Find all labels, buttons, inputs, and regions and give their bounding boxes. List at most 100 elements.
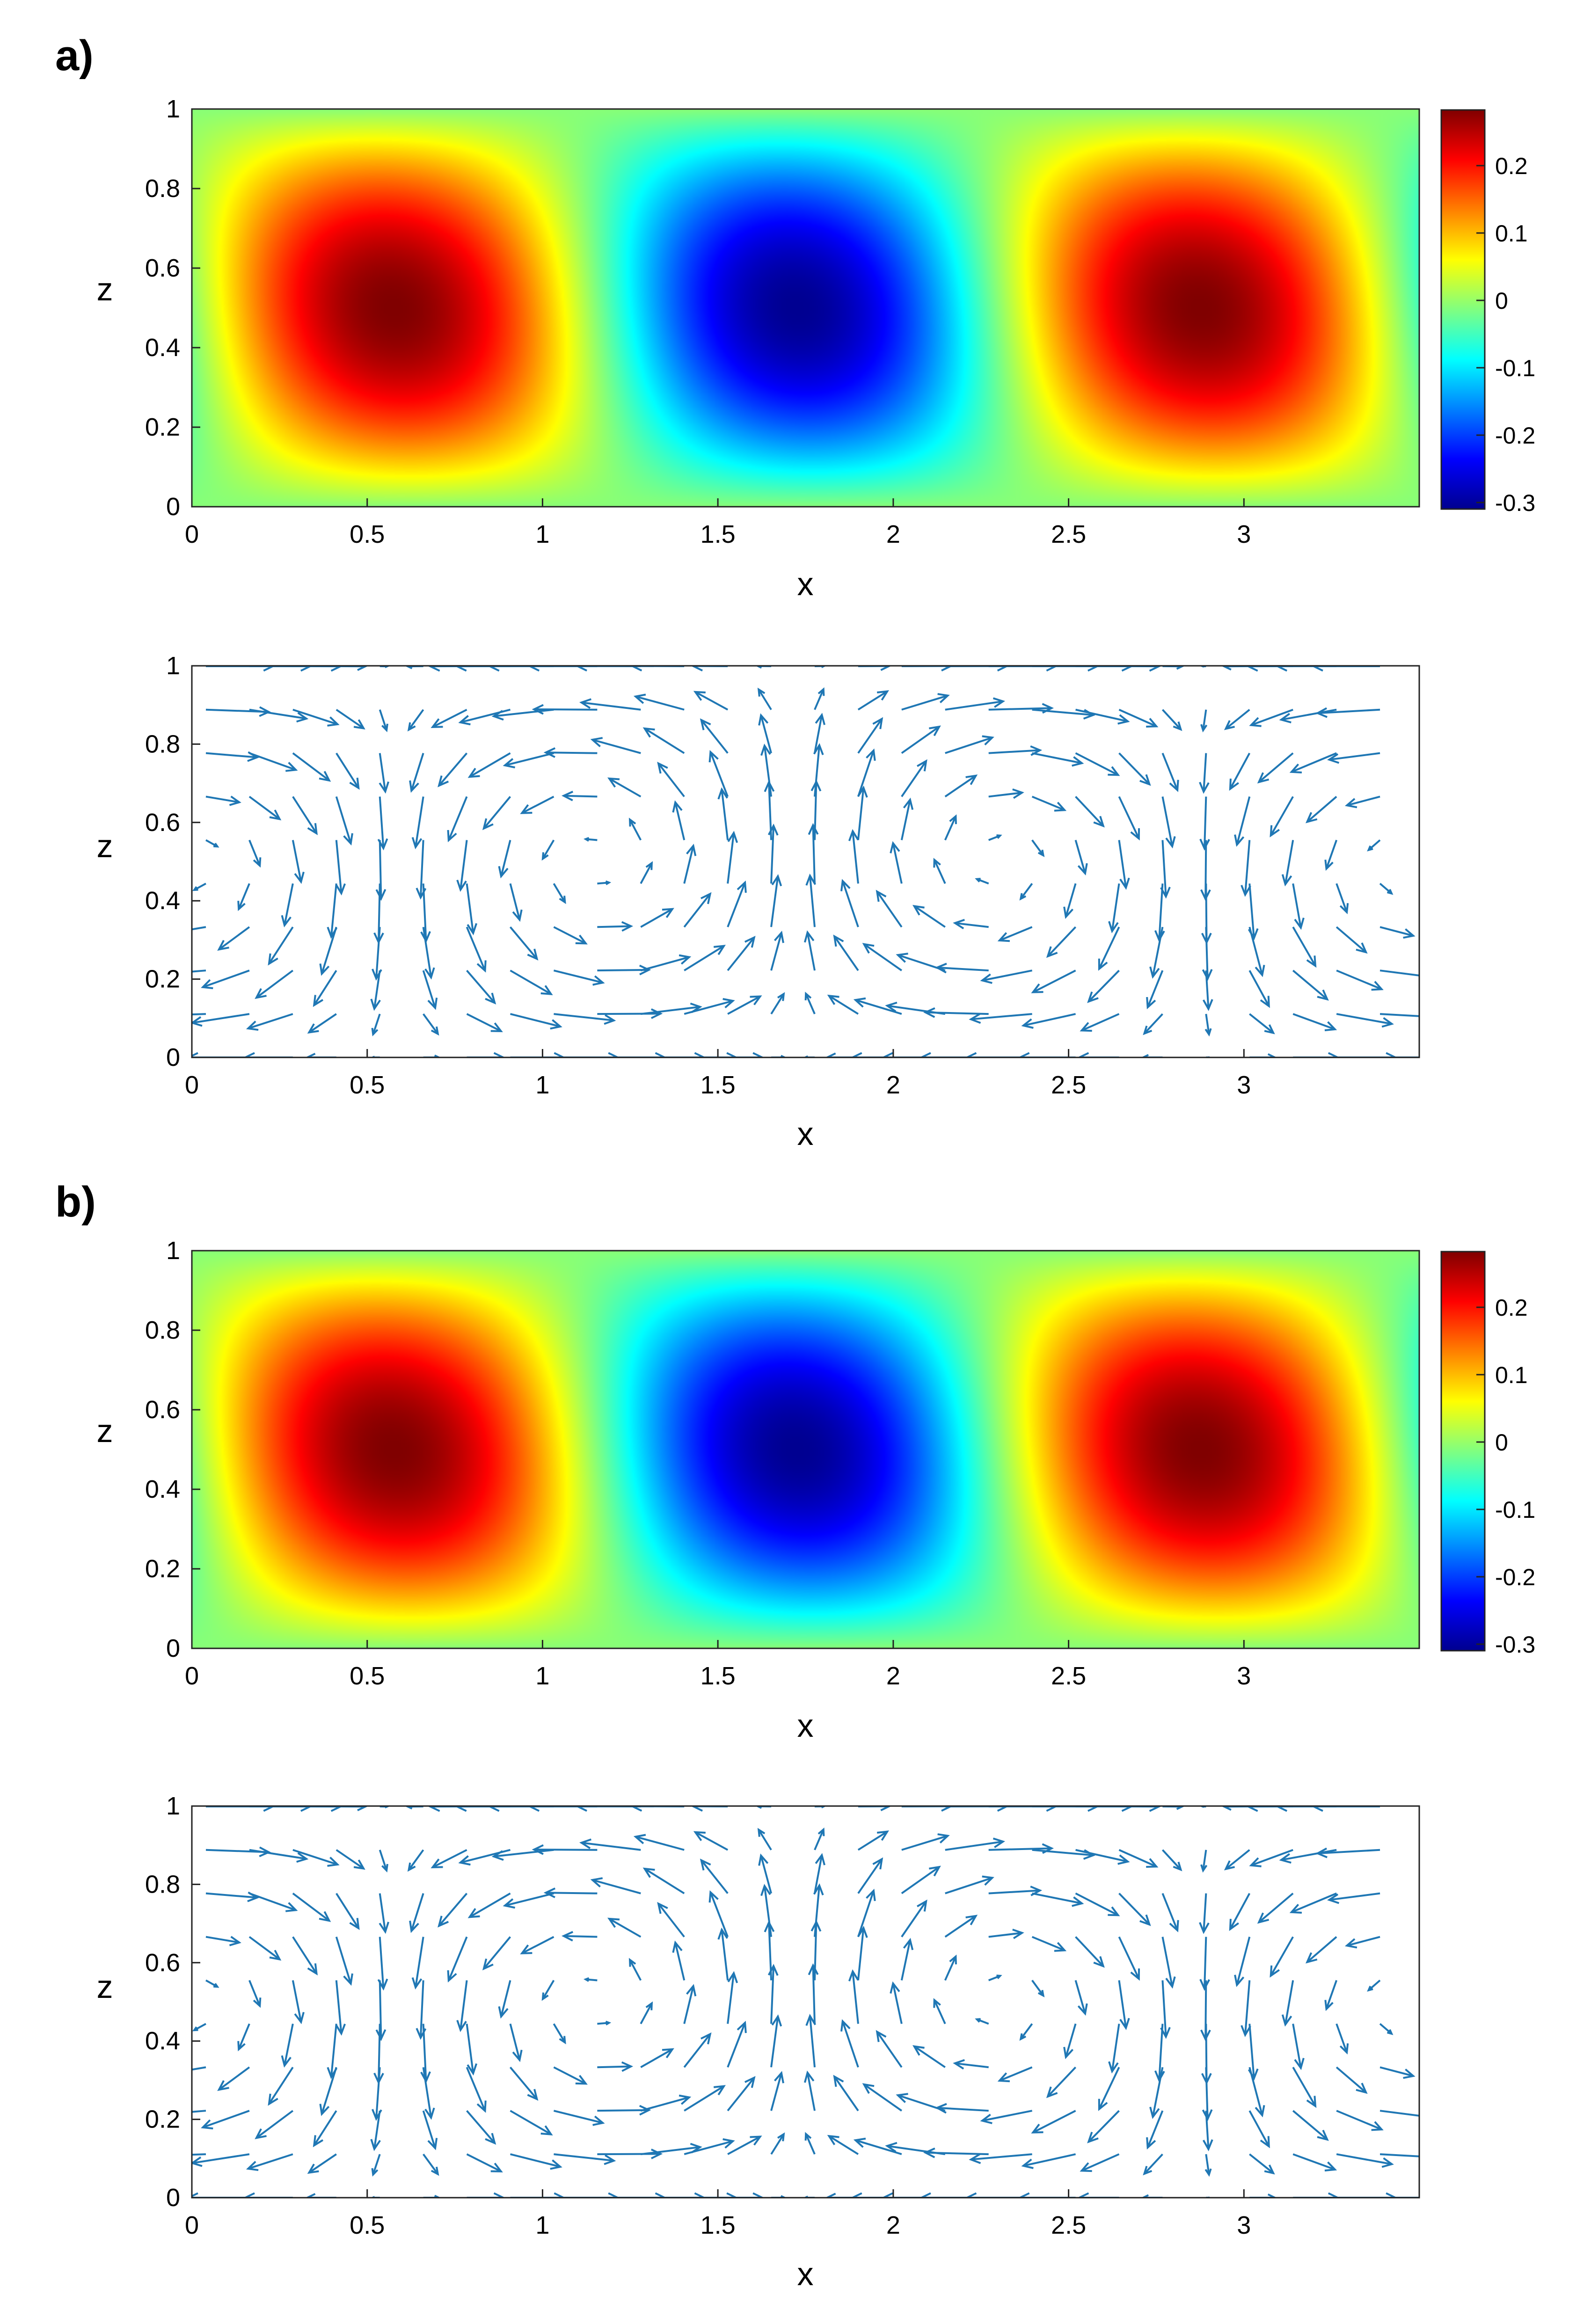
quiver-arrow [862,943,902,971]
quiver-arrow-shaft [493,1849,554,1858]
quiver-arrow-shaft [193,2023,206,2031]
quiver-arrow-head [377,1978,388,1991]
quiver-arrow-shaft [841,2021,859,2068]
quiver-arrow [422,926,435,980]
quiver-arrow-head [1260,996,1270,1008]
quiver-arrow-head [1234,834,1245,847]
quiver-arrow-shaft [192,1013,250,1024]
quiver-arrow-head [373,2072,384,2085]
quiver-arrow [192,882,206,891]
quiver-arrow [980,969,1033,984]
quiver-arrow-head [1289,1904,1302,1914]
quiver-arrow-shaft [553,926,586,945]
quiver-arrow [335,1936,353,1986]
quiver-arrow-head [903,797,914,810]
quiver-arrow-shaft [1204,796,1207,849]
quiver-arrow-head [281,915,292,928]
quiver-arrow-shaft [308,1013,337,1034]
quiver-a: 0 0.5 1 1.5 2 2.5 3 0 0.2 0.4 0.6 0.8 1 … [97,652,1420,1152]
quiver-arrow-shaft [483,796,511,829]
quiver-arrow-shaft [1379,2110,1419,2117]
quiver-arrow-shaft [657,1903,685,1938]
quiver-arrow-head [935,2103,947,2114]
quiver-arrow [319,2067,337,2116]
quiver-arrow-shaft [852,831,859,884]
quiver-arrow [684,2138,735,2156]
quiver-arrow [944,1915,978,1938]
quiver-arrow [1075,708,1130,725]
quiver-arrow [416,840,427,900]
quiver-arrow-head [431,1858,443,1868]
quiver-arrow [1141,2194,1163,2198]
quiver-arrow [1118,1893,1151,1926]
quiver-arrow [584,837,598,842]
quiver-arrow [693,1831,729,1851]
quiver-arrow [1143,2153,1163,2176]
quiver-arrow-shaft [1118,796,1140,839]
quiver-arrow-head [866,748,876,761]
quiver-arrow-head [980,2113,993,2124]
quiver-arrow-shaft [1368,1979,1381,1991]
quiver-arrow [1077,1052,1119,1057]
quiver-a-xticks: 0 0.5 1 1.5 2 2.5 3 [185,1049,1251,1099]
quiver-arrow-head [1356,942,1368,954]
quiver-arrow-head [628,817,636,827]
quiver-arrow [510,2110,553,2135]
quiver-arrow-shaft [597,925,631,928]
quiver-arrow [192,926,206,931]
quiver-arrow-shaft [192,1013,206,1016]
quiver-arrow-head [1249,717,1262,727]
quiver-arrow [482,796,511,831]
quiver-arrow-head [903,1938,914,1950]
quiver-arrow-shaft [1023,1013,1076,1027]
quiver-arrow-shaft [1143,2153,1163,2175]
quiver-arrow [466,1013,503,1032]
quiver-arrow [727,880,747,928]
quiver-arrow-head [840,879,851,891]
quiver-arrow [1336,926,1368,954]
quiver-arrow-head [937,693,950,703]
quiver-arrow-head [808,1963,819,1975]
quiver-arrow [422,2110,438,2150]
quiver-arrow-shaft [419,840,424,898]
quiver-arrow-shaft [1118,708,1157,728]
quiver-arrow [1118,752,1151,786]
quiver-arrow [814,687,825,710]
quiver-arrow-shaft [857,1890,875,1938]
quiver-arrow [975,878,989,885]
quiver-arrow-head [929,1865,941,1877]
quiver-arrow [1199,753,1210,794]
quiver-arrow-head [229,795,241,806]
quiver-arrow-head [912,2045,925,2056]
quiver-arrow-shaft [727,2135,761,2155]
quiver-arrow-head [498,2006,509,2019]
quiver-arrow-head [1229,1919,1239,1931]
quiver-arrow-head [575,934,588,945]
quiver-arrow-shaft [466,926,486,971]
quiver-arrow-head [760,743,771,756]
quiver-arrow [683,892,712,928]
quiver-arrow [201,2110,250,2130]
quiver-arrow-shaft [1202,1850,1207,1871]
quiver-arrow-head [1249,1857,1262,1867]
quiver-arrow-head [438,1916,449,1928]
quiver-arrow [597,921,634,932]
quiver-arrow-shaft [410,1893,424,1931]
quiver-arrow-shaft [330,2024,337,2077]
quiver-arrow-head [1098,958,1108,971]
quiver-arrow-head [1317,2129,1329,2141]
quiver-arrow-shaft [609,1918,642,1938]
quiver-arrow-shaft [292,1936,318,1974]
quiver-arrow [1074,1980,1088,2016]
quiver-arrow-shaft [1161,1849,1182,1871]
quiver-arrow-head [1315,707,1328,718]
quiver-arrow [728,1052,765,1057]
quiver-arrow [1367,1979,1381,1992]
x-tick-label: 0.5 [350,520,385,548]
quiver-arrow [543,747,598,758]
quiver-arrow-shaft [1074,1980,1086,2014]
quiver-arrow-head [1077,1052,1089,1057]
quiver-arrow [901,759,927,797]
quiver-arrow [770,874,782,927]
quiver-arrow [1248,883,1259,940]
